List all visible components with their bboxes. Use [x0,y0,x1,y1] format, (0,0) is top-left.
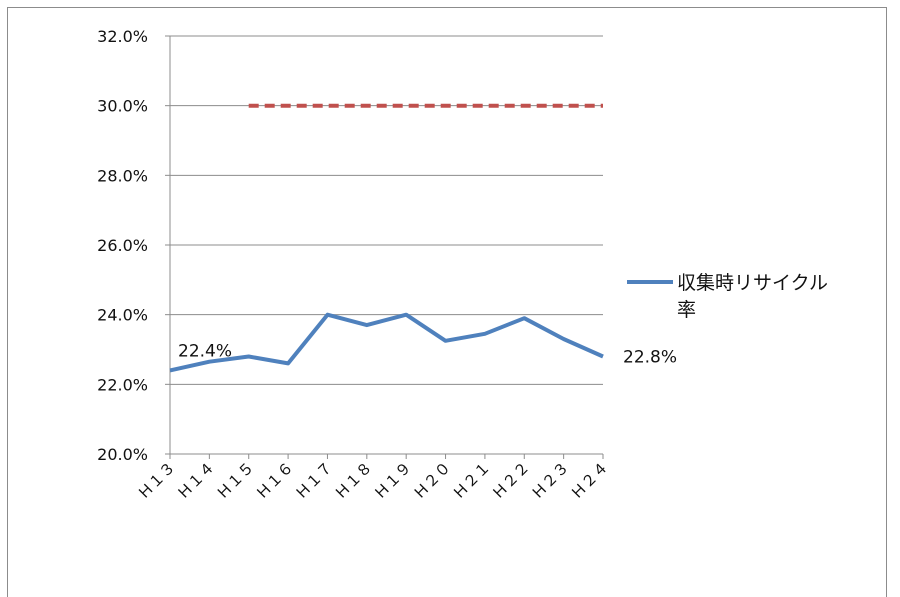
y-tick-label: 30.0% [97,97,148,116]
gridlines [170,36,603,384]
axes [165,36,603,459]
data-label: 22.8% [623,347,677,367]
x-tick-label: Ｈ１６ [252,458,297,503]
legend-label-line-1: 収集時リサイクル [677,272,828,294]
x-tick-label: Ｈ２１ [449,458,494,503]
x-tick-label: Ｈ１９ [370,458,415,503]
y-tick-label: 26.0% [97,236,148,255]
data-label: 22.4% [178,341,232,361]
series-lines [170,106,603,371]
y-tick-label: 20.0% [97,445,148,464]
legend-label-line-2: 率 [677,299,696,321]
y-tick-label: 24.0% [97,306,148,325]
y-tick-labels: 20.0% 22.0% 24.0% 26.0% 28.0% 30.0% 32.0% [97,27,148,464]
x-tick-label: Ｈ２０ [410,458,455,503]
x-tick-label: Ｈ２４ [567,458,612,503]
series-line [170,315,603,371]
y-tick-label: 22.0% [97,375,148,394]
y-tick-label: 28.0% [97,166,148,185]
legend: 収集時リサイクル 率 [627,272,828,321]
x-tick-label: Ｈ１３ [134,458,179,503]
x-tick-label: Ｈ１４ [174,458,219,503]
x-tick-label: Ｈ１８ [331,458,376,503]
x-tick-label: Ｈ２３ [528,458,573,503]
x-tick-label: Ｈ１７ [292,458,337,503]
x-tick-label: Ｈ２２ [489,458,534,503]
y-tick-label: 32.0% [97,27,148,46]
x-tick-label: Ｈ１５ [213,458,258,503]
